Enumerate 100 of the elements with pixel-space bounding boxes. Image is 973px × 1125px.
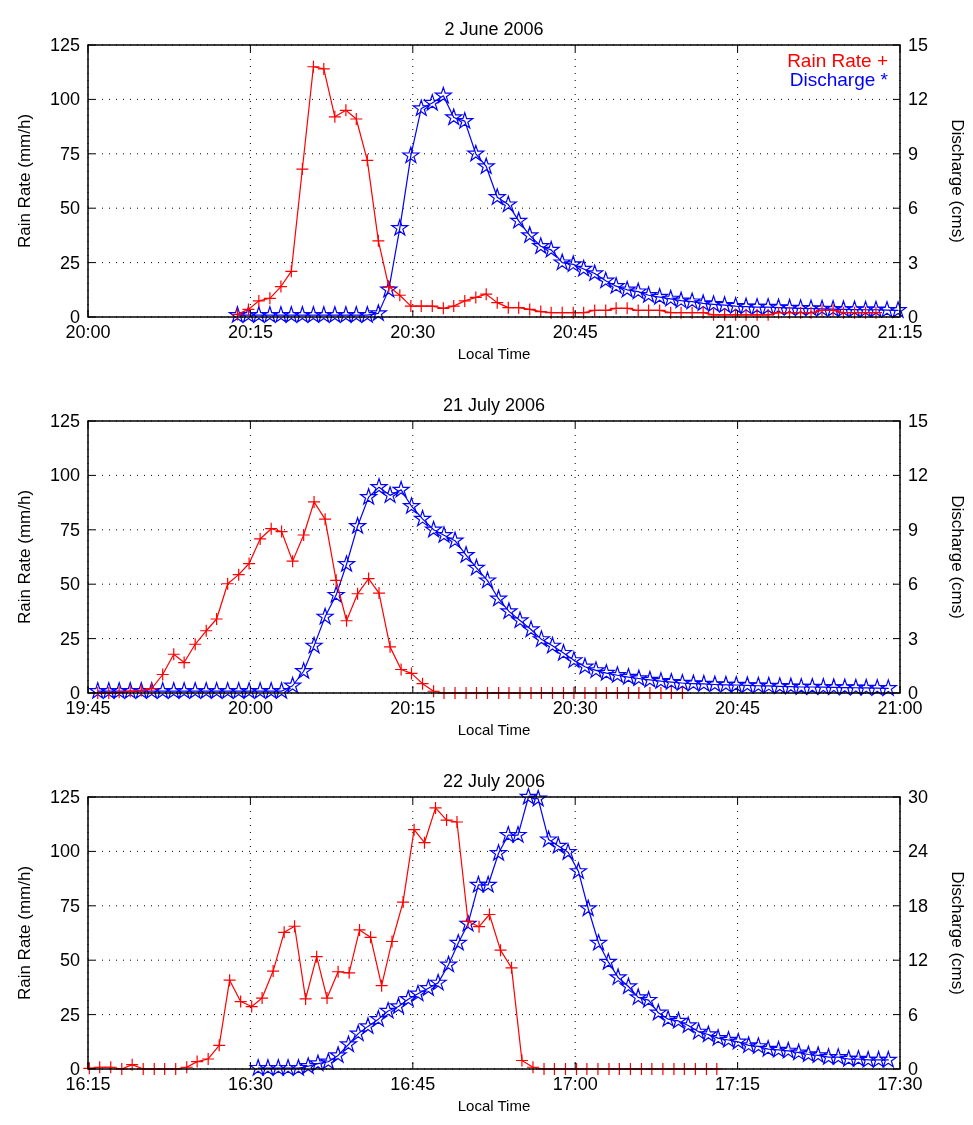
point bbox=[297, 528, 311, 542]
x-tick-label: 20:30 bbox=[552, 698, 598, 718]
point bbox=[836, 306, 851, 320]
y-tick-label: 125 bbox=[49, 411, 80, 431]
y-axis-title: Rain Rate (mm/h) bbox=[15, 113, 34, 249]
point bbox=[609, 301, 623, 315]
x-axis-title: Local Time bbox=[457, 345, 531, 362]
x-axis-title: Local Time bbox=[457, 721, 531, 738]
point bbox=[104, 1060, 118, 1074]
point bbox=[394, 662, 408, 677]
y2-tick-label: 3 bbox=[908, 252, 919, 273]
y-tick-label: 25 bbox=[59, 1004, 80, 1025]
point bbox=[284, 264, 298, 278]
point bbox=[188, 637, 202, 651]
chart-title: 2 June 2006 bbox=[444, 19, 544, 39]
point bbox=[588, 303, 602, 318]
y-tick-label: 25 bbox=[59, 252, 80, 273]
point bbox=[544, 306, 558, 320]
point bbox=[331, 965, 345, 979]
point bbox=[685, 306, 699, 320]
point bbox=[653, 303, 667, 318]
point bbox=[266, 964, 280, 978]
point bbox=[349, 112, 363, 126]
point bbox=[620, 301, 634, 315]
x-tick-label: 20:30 bbox=[390, 322, 436, 342]
y2-axis-title: Discharge (cms) bbox=[948, 119, 967, 243]
point bbox=[404, 299, 418, 313]
point bbox=[436, 301, 450, 315]
point bbox=[739, 308, 753, 322]
y-tick-label: 125 bbox=[49, 35, 80, 55]
y2-tick-label: 12 bbox=[908, 465, 929, 486]
point bbox=[512, 301, 526, 315]
y-tick-label: 25 bbox=[59, 628, 80, 649]
point bbox=[396, 895, 410, 909]
point bbox=[501, 301, 515, 315]
point bbox=[125, 1058, 139, 1072]
point bbox=[664, 306, 678, 320]
point bbox=[350, 587, 365, 601]
point bbox=[631, 303, 645, 318]
point bbox=[426, 684, 441, 698]
chart-title: 21 July 2006 bbox=[442, 395, 546, 415]
chart-title: 22 July 2006 bbox=[442, 771, 546, 791]
point bbox=[352, 923, 367, 937]
point bbox=[439, 813, 454, 827]
x-tick-label: 21:00 bbox=[877, 698, 923, 718]
point bbox=[706, 308, 721, 322]
point bbox=[274, 279, 288, 294]
point bbox=[447, 299, 461, 313]
point bbox=[263, 291, 277, 305]
y-tick-label: 50 bbox=[59, 574, 80, 595]
point bbox=[190, 1055, 204, 1069]
point bbox=[729, 308, 743, 322]
point bbox=[490, 296, 504, 310]
y2-tick-label: 12 bbox=[908, 89, 929, 110]
point bbox=[286, 554, 300, 568]
x-axis-title: Local Time bbox=[457, 1097, 531, 1114]
point bbox=[469, 290, 483, 305]
y-axis-title: Rain Rate (mm/h) bbox=[15, 865, 34, 1001]
y-tick-label: 100 bbox=[49, 89, 80, 110]
point bbox=[277, 925, 291, 939]
point bbox=[210, 612, 224, 626]
point bbox=[577, 306, 591, 320]
point bbox=[274, 524, 289, 539]
point bbox=[299, 992, 313, 1006]
point bbox=[295, 162, 309, 176]
point bbox=[177, 655, 191, 670]
point bbox=[371, 234, 385, 248]
y2-tick-label: 24 bbox=[908, 841, 929, 862]
point bbox=[320, 991, 334, 1005]
point bbox=[472, 920, 486, 934]
y2-tick-label: 3 bbox=[908, 628, 919, 649]
x-tick-label: 17:30 bbox=[877, 1074, 923, 1094]
point bbox=[479, 287, 493, 301]
point bbox=[342, 966, 356, 980]
point bbox=[307, 495, 321, 509]
y-tick-label: 50 bbox=[59, 950, 80, 971]
x-tick-label: 16:45 bbox=[390, 1074, 436, 1094]
y-tick-label: 100 bbox=[49, 465, 80, 486]
point bbox=[407, 823, 421, 837]
point bbox=[515, 1053, 529, 1068]
point bbox=[212, 1038, 226, 1052]
x-tick-label: 20:00 bbox=[227, 698, 273, 718]
point bbox=[815, 303, 829, 318]
point bbox=[761, 308, 775, 322]
text: Rain Rate + bbox=[787, 50, 888, 71]
point bbox=[414, 299, 428, 313]
y-tick-label: 75 bbox=[59, 519, 80, 540]
x-tick-label: 21:15 bbox=[877, 322, 923, 342]
x-tick-label: 19:45 bbox=[65, 698, 111, 718]
y2-tick-label: 30 bbox=[908, 787, 929, 807]
point bbox=[156, 667, 170, 682]
point bbox=[750, 308, 764, 322]
point bbox=[339, 103, 353, 117]
y2-axis-title: Discharge (cms) bbox=[948, 495, 967, 619]
point bbox=[201, 1052, 215, 1066]
y-tick-label: 125 bbox=[49, 787, 80, 807]
point bbox=[306, 60, 321, 74]
point bbox=[180, 1060, 194, 1074]
y2-tick-label: 12 bbox=[908, 950, 929, 971]
point bbox=[385, 934, 399, 949]
